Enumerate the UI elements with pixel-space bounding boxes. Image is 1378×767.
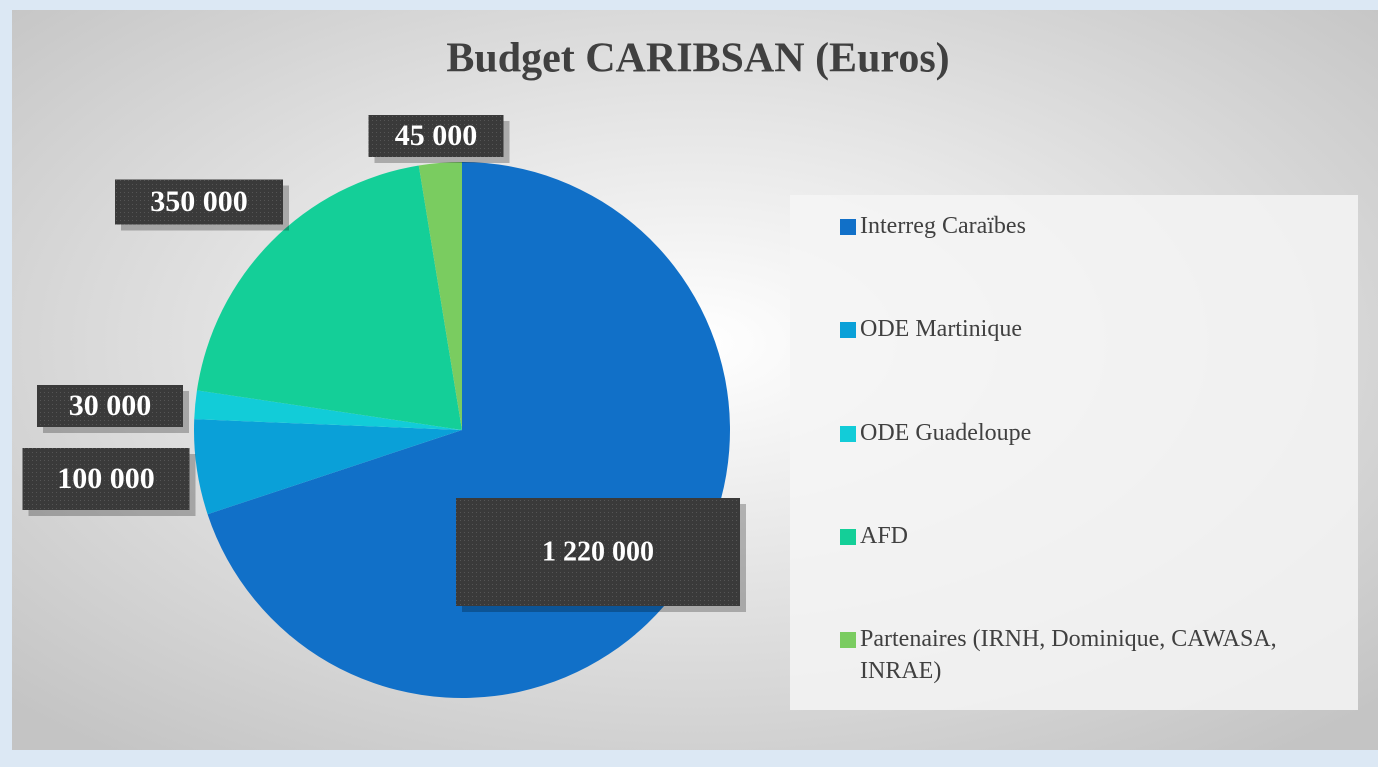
legend-entry: Partenaires (IRNH, Dominique, CAWASA, IN… [840, 623, 1280, 687]
legend-label: ODE Martinique [860, 316, 1022, 342]
data-label: 1 220 000 [542, 536, 654, 567]
chart-title: Budget CARIBSAN (Euros) [446, 36, 949, 82]
legend-label: AFD [860, 523, 909, 549]
data-label: 100 000 [57, 462, 155, 495]
data-label: 30 000 [69, 389, 152, 422]
legend-entry: Interreg Caraïbes [840, 210, 1280, 242]
legend-swatch [840, 632, 856, 648]
legend-label: Interreg Caraïbes [860, 213, 1026, 239]
pie-slice [418, 162, 462, 430]
data-label: 350 000 [150, 185, 248, 218]
data-label-box [22, 448, 190, 510]
legend-label: ODE Guadeloupe [860, 420, 1032, 446]
legend-entry: AFD [840, 520, 1280, 552]
legend-swatch [840, 529, 856, 545]
legend-label: Partenaires (IRNH, Dominique, CAWASA, IN… [860, 626, 1277, 684]
pie-slice [194, 390, 462, 430]
data-label: 45 000 [395, 119, 478, 152]
legend-swatch [840, 426, 856, 442]
legend-swatch [840, 219, 856, 235]
legend: Interreg Caraïbes ODE Martinique ODE Guade… [790, 195, 1358, 710]
legend-entry: ODE Guadeloupe [840, 417, 1280, 449]
pie-slice [196, 165, 462, 431]
legend-entry: ODE Martinique [840, 313, 1280, 345]
data-label-box [115, 179, 283, 225]
data-label-box [368, 115, 504, 157]
data-label-box [37, 385, 183, 427]
data-label-box [456, 498, 740, 606]
legend-swatch [840, 322, 856, 338]
pie-slice [194, 419, 462, 515]
